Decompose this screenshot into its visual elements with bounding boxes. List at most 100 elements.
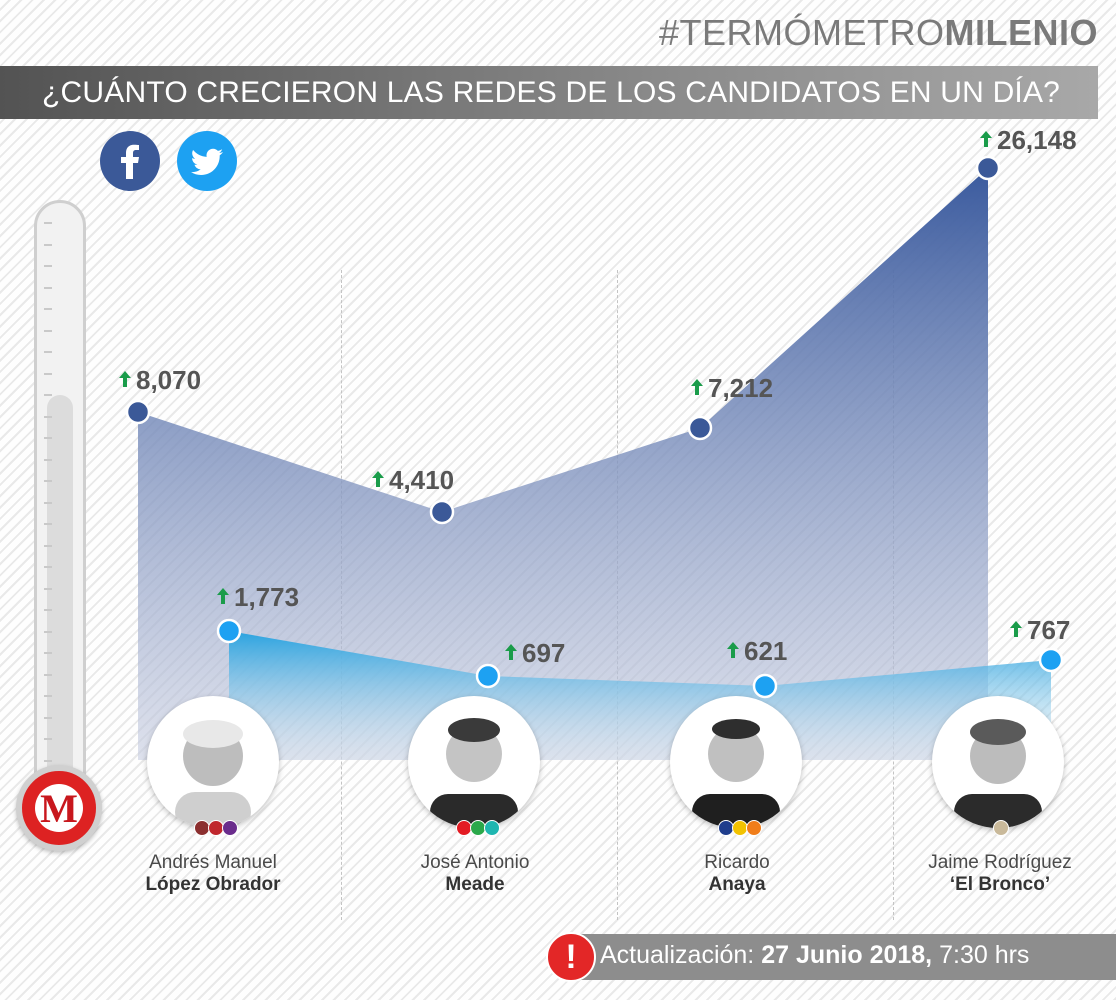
hashtag-title: #TERMÓMETROMILENIO xyxy=(659,12,1098,54)
value-label: 621 xyxy=(744,636,787,666)
thermometer-tick xyxy=(44,329,52,332)
candidate-name: Jaime Rodríguez ‘El Bronco’ xyxy=(890,852,1110,896)
thermometer-tick xyxy=(44,716,52,719)
twitter-value: 767 xyxy=(1010,615,1070,645)
thermometer-tick xyxy=(44,265,52,267)
candidate-first-name: José Antonio xyxy=(420,852,530,873)
thermometer-tick xyxy=(44,243,52,246)
page-title: ¿CUÁNTO CRECIERON LAS REDES DE LOS CANDI… xyxy=(42,76,1061,109)
avatar-anaya xyxy=(670,696,802,828)
facebook-point xyxy=(429,499,455,525)
thermometer-tick xyxy=(44,286,52,289)
thermometer-tick xyxy=(44,630,52,633)
thermometer-tick xyxy=(44,673,52,676)
avatar-lopez-obrador xyxy=(147,696,279,828)
thermometer-tick xyxy=(44,695,52,697)
thermometer-tick xyxy=(44,480,52,482)
twitter-value: 1,773 xyxy=(217,582,299,612)
milenio-logo: M xyxy=(16,765,102,851)
twitter-value: 621 xyxy=(727,636,787,666)
alert-icon: ! xyxy=(546,932,596,982)
candidate-last-name: Anaya xyxy=(708,874,766,895)
up-arrow-icon xyxy=(505,644,517,660)
value-label: 1,773 xyxy=(234,582,299,612)
up-arrow-icon xyxy=(372,471,384,487)
twitter-point xyxy=(216,618,242,644)
party-dot xyxy=(484,820,500,836)
facebook-value: 4,410 xyxy=(372,465,454,495)
thermometer-tick xyxy=(44,222,52,224)
thermometer-tick xyxy=(44,566,52,568)
value-label: 26,148 xyxy=(997,125,1077,155)
value-label: 697 xyxy=(522,638,565,668)
update-label: Actualización: xyxy=(600,941,755,969)
update-date: 27 Junio 2018, xyxy=(761,941,933,969)
facebook-area xyxy=(138,168,988,760)
facebook-point xyxy=(975,155,1001,181)
thermometer-tick xyxy=(44,458,52,461)
party-dots xyxy=(718,820,762,836)
up-arrow-icon xyxy=(727,642,739,658)
thermometer-tick xyxy=(44,652,52,654)
facebook-point xyxy=(687,415,713,441)
thermometer-tick xyxy=(44,437,52,439)
facebook-value: 8,070 xyxy=(119,365,201,395)
thermometer-tick xyxy=(44,415,52,418)
candidate-name: José Antonio Meade xyxy=(365,852,585,896)
facebook-icon xyxy=(100,131,160,191)
thermometer-tick xyxy=(44,738,52,740)
thermometer-tick xyxy=(44,759,52,762)
hashtag-prefix: #TERMÓMETRO xyxy=(658,12,945,53)
candidate-last-name: ‘El Bronco’ xyxy=(949,874,1051,895)
thermometer-tick xyxy=(44,523,52,525)
facebook-point xyxy=(125,399,151,425)
update-time: 7:30 hrs xyxy=(939,941,1030,969)
candidate-name: Andrés Manuel López Obrador xyxy=(103,852,323,896)
twitter-point xyxy=(1038,647,1064,673)
update-text: Actualización: 27 Junio 2018, 7:30 hrs xyxy=(600,941,1029,970)
facebook-value: 26,148 xyxy=(980,125,1077,155)
thermometer-tick xyxy=(44,544,52,547)
hashtag-bold: MILENIO xyxy=(944,12,1098,53)
party-dots xyxy=(993,820,1009,836)
value-label: 8,070 xyxy=(136,365,201,395)
twitter-icon xyxy=(177,131,237,191)
thermometer-tick xyxy=(44,501,52,504)
facebook-value: 7,212 xyxy=(691,373,773,403)
thermometer-fill xyxy=(47,395,73,815)
up-arrow-icon xyxy=(980,131,992,147)
up-arrow-icon xyxy=(1010,621,1022,637)
title-bar: ¿CUÁNTO CRECIERON LAS REDES DE LOS CANDI… xyxy=(0,66,1098,119)
value-label: 7,212 xyxy=(708,373,773,403)
candidate-first-name: Jaime Rodríguez xyxy=(928,852,1072,873)
candidate-first-name: Ricardo xyxy=(704,852,770,873)
avatar-meade xyxy=(408,696,540,828)
candidate-name: Ricardo Anaya xyxy=(627,852,847,896)
candidate-last-name: López Obrador xyxy=(145,874,281,895)
twitter-value: 697 xyxy=(505,638,565,668)
update-bar xyxy=(566,934,1116,980)
thermometer-tick xyxy=(44,587,52,590)
thermometer-tick xyxy=(44,609,52,611)
thermometer-tick xyxy=(44,308,52,310)
candidate-last-name: Meade xyxy=(445,874,505,895)
thermometer-tick xyxy=(44,351,52,353)
value-label: 767 xyxy=(1027,615,1070,645)
value-label: 4,410 xyxy=(389,465,454,495)
twitter-point xyxy=(752,673,778,699)
twitter-point xyxy=(475,663,501,689)
up-arrow-icon xyxy=(119,371,131,387)
up-arrow-icon xyxy=(691,379,703,395)
party-dots xyxy=(456,820,500,836)
party-dot xyxy=(746,820,762,836)
party-dot xyxy=(993,820,1009,836)
thermometer-tick xyxy=(44,372,52,375)
party-dots xyxy=(194,820,238,836)
party-dot xyxy=(222,820,238,836)
thermometer-tick xyxy=(44,394,52,396)
candidate-first-name: Andrés Manuel xyxy=(149,852,277,873)
logo-letter: M xyxy=(35,784,83,832)
up-arrow-icon xyxy=(217,588,229,604)
avatar-el-bronco xyxy=(932,696,1064,828)
